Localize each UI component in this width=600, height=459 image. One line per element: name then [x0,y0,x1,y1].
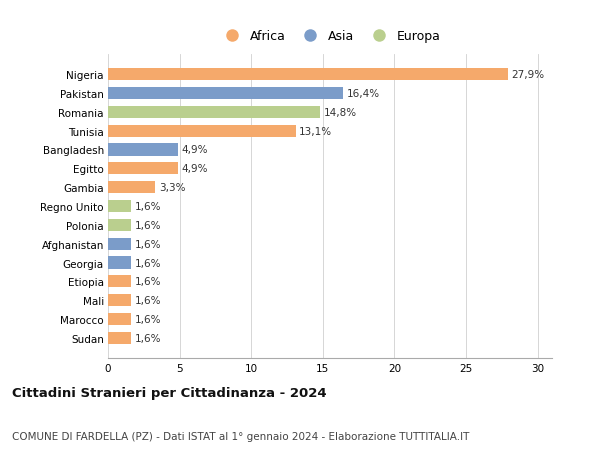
Bar [108,201,131,213]
Bar [108,88,343,100]
Text: COMUNE DI FARDELLA (PZ) - Dati ISTAT al 1° gennaio 2024 - Elaborazione TUTTITALI: COMUNE DI FARDELLA (PZ) - Dati ISTAT al … [12,431,469,441]
Bar [108,313,131,325]
Bar [108,257,131,269]
Bar [108,238,131,250]
Text: 1,6%: 1,6% [134,296,161,306]
Bar [108,144,178,156]
Legend: Africa, Asia, Europa: Africa, Asia, Europa [215,25,445,48]
Bar [108,163,178,175]
Bar [108,219,131,231]
Bar [108,125,296,137]
Bar [108,332,131,344]
Text: 1,6%: 1,6% [134,277,161,287]
Text: 3,3%: 3,3% [159,183,185,193]
Bar [108,106,320,119]
Text: 1,6%: 1,6% [134,258,161,268]
Text: 4,9%: 4,9% [182,145,208,155]
Text: 1,6%: 1,6% [134,220,161,230]
Text: 4,9%: 4,9% [182,164,208,174]
Text: 1,6%: 1,6% [134,314,161,325]
Text: 1,6%: 1,6% [134,202,161,212]
Text: 1,6%: 1,6% [134,333,161,343]
Bar [108,69,508,81]
Text: 27,9%: 27,9% [511,70,544,80]
Bar [108,182,155,194]
Text: Cittadini Stranieri per Cittadinanza - 2024: Cittadini Stranieri per Cittadinanza - 2… [12,386,326,399]
Text: 16,4%: 16,4% [346,89,380,99]
Text: 13,1%: 13,1% [299,126,332,136]
Text: 14,8%: 14,8% [323,107,356,118]
Text: 1,6%: 1,6% [134,239,161,249]
Bar [108,276,131,288]
Bar [108,294,131,307]
